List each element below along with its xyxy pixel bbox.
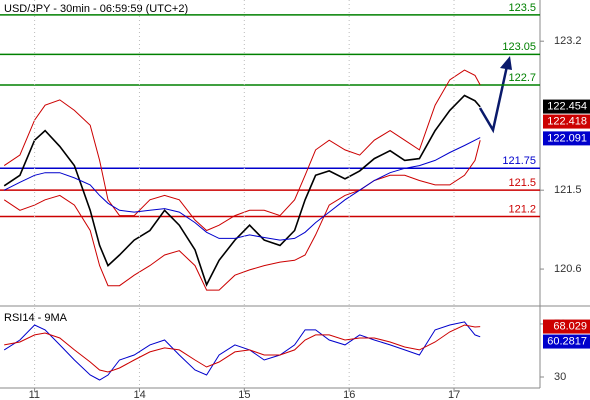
series-line xyxy=(3,321,481,381)
x-tick-label: 16 xyxy=(343,389,355,400)
chart-title: USD/JPY - 30min - 06:59:59 (UTC+2) xyxy=(4,3,188,15)
series-line xyxy=(3,137,481,241)
price-tag xyxy=(543,131,590,146)
y-tick-label: 123.2 xyxy=(554,35,582,47)
price-tag-label: 60.2817 xyxy=(547,335,587,347)
y-tick-label: 121.5 xyxy=(554,184,582,196)
price-tag-label: 68.029 xyxy=(553,320,587,332)
price-tag-label: 122.091 xyxy=(547,132,587,144)
x-tick-label: 14 xyxy=(133,389,145,400)
level-label: 122.7 xyxy=(508,72,536,84)
series-line xyxy=(3,94,481,287)
arrow-head xyxy=(500,56,512,70)
price-tag xyxy=(543,334,590,349)
price-tag-label: 122.454 xyxy=(547,100,587,112)
price-tag xyxy=(543,319,590,334)
price-tag xyxy=(543,114,590,129)
level-label: 121.75 xyxy=(502,155,536,167)
panel-title: RSI14 - 9MA xyxy=(4,312,68,324)
level-label: 123.05 xyxy=(502,41,536,53)
series-line xyxy=(4,324,481,373)
series-line xyxy=(3,69,481,232)
y-tick-label: 30 xyxy=(554,371,566,383)
series-line xyxy=(3,140,481,291)
price-tag xyxy=(543,99,590,114)
x-tick-label: 17 xyxy=(448,389,460,400)
level-label: 121.5 xyxy=(508,177,536,189)
y-tick-label: 120.6 xyxy=(554,263,582,275)
level-label: 121.2 xyxy=(508,203,536,215)
price-tag-label: 122.418 xyxy=(547,115,587,127)
x-tick-label: 11 xyxy=(29,389,40,400)
x-tick-label: 15 xyxy=(238,389,250,400)
projection-arrow xyxy=(478,65,509,134)
level-label: 123.5 xyxy=(508,2,536,14)
